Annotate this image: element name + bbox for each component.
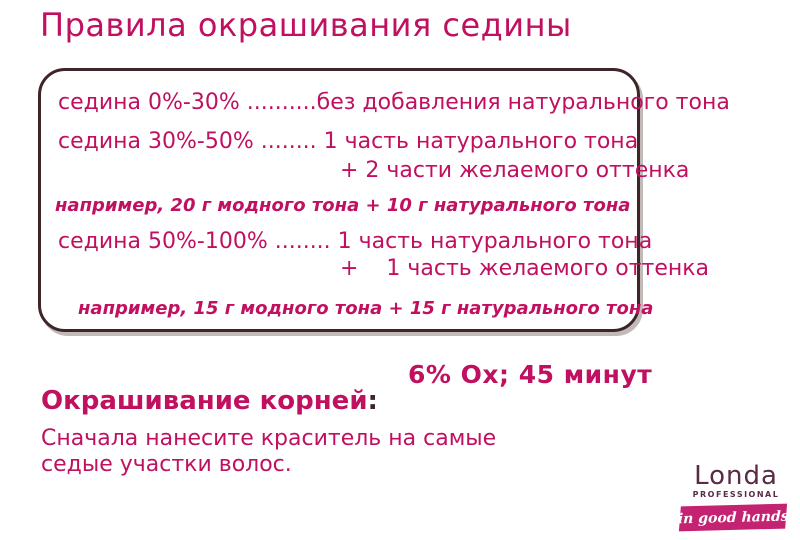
oxidant-time-note: 6% Ox; 45 минут: [408, 360, 653, 389]
londa-tagline-text: in good hands: [677, 508, 789, 527]
londa-tagline-banner: in good hands: [677, 503, 789, 532]
rule-example-15g-15g: например, 15 г модного тона + 15 г натур…: [78, 298, 654, 319]
londa-logo: Londa PROFESSIONAL in good hands: [676, 462, 796, 537]
roots-heading-text: Окрашивание корней: [41, 386, 368, 416]
rule-gray-50-100-part2: + 1 часть желаемого оттенка: [340, 256, 710, 281]
rule-gray-0-30: седина 0%-30% ..........без добавления н…: [58, 90, 730, 115]
rule-gray-50-100: седина 50%-100% ........ 1 часть натурал…: [58, 229, 653, 254]
rule-gray-30-50-part2: + 2 части желаемого оттенка: [340, 158, 690, 183]
londa-professional-text: PROFESSIONAL: [692, 490, 780, 499]
roots-heading-colon: :: [367, 386, 378, 416]
gray-coverage-rules-box: седина 0%-30% ..........без добавления н…: [38, 68, 730, 332]
londa-wordmark: Londa: [694, 461, 778, 491]
page-title: Правила окрашивания седины: [40, 6, 572, 44]
roots-instruction-text: Сначала нанесите краситель на самые седы…: [41, 426, 497, 477]
rule-example-20g-10g: например, 20 г модного тона + 10 г натур…: [55, 195, 631, 216]
rule-gray-30-50: седина 30%-50% ........ 1 часть натураль…: [58, 129, 639, 154]
roots-coloring-heading: Окрашивание корней:: [41, 386, 378, 416]
